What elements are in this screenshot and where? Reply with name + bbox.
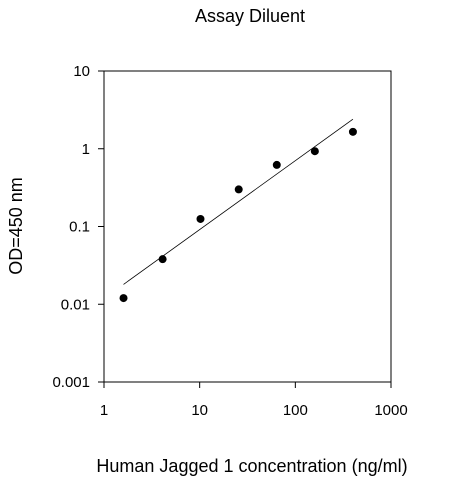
x-tick-label: 10 — [191, 402, 208, 419]
chart-title: Assay Diluent — [195, 6, 305, 26]
data-point — [348, 127, 357, 136]
data-point — [196, 214, 205, 223]
x-tick-label: 1000 — [374, 402, 407, 419]
data-point — [234, 185, 243, 194]
y-axis-label: OD=450 nm — [6, 177, 26, 275]
data-point — [272, 160, 281, 169]
y-axis-ticks: 0.001 0.01 0.1 1 10 — [52, 63, 104, 391]
y-tick-label: 0.01 — [61, 296, 90, 313]
data-points — [119, 127, 357, 303]
fit-line — [123, 118, 354, 285]
y-tick-label: 0.1 — [69, 219, 90, 236]
data-point — [310, 147, 319, 156]
y-tick-label: 0.001 — [52, 374, 90, 391]
data-point — [158, 255, 167, 264]
x-tick-label: 100 — [283, 402, 308, 419]
y-tick-label: 1 — [82, 141, 90, 158]
x-tick-label: 1 — [100, 402, 108, 419]
plot-area — [103, 70, 392, 383]
x-axis-ticks: 1 10 100 1000 — [100, 382, 408, 419]
x-axis-label: Human Jagged 1 concentration (ng/ml) — [96, 456, 407, 476]
y-tick-label: 10 — [73, 63, 90, 80]
data-point — [119, 294, 128, 303]
